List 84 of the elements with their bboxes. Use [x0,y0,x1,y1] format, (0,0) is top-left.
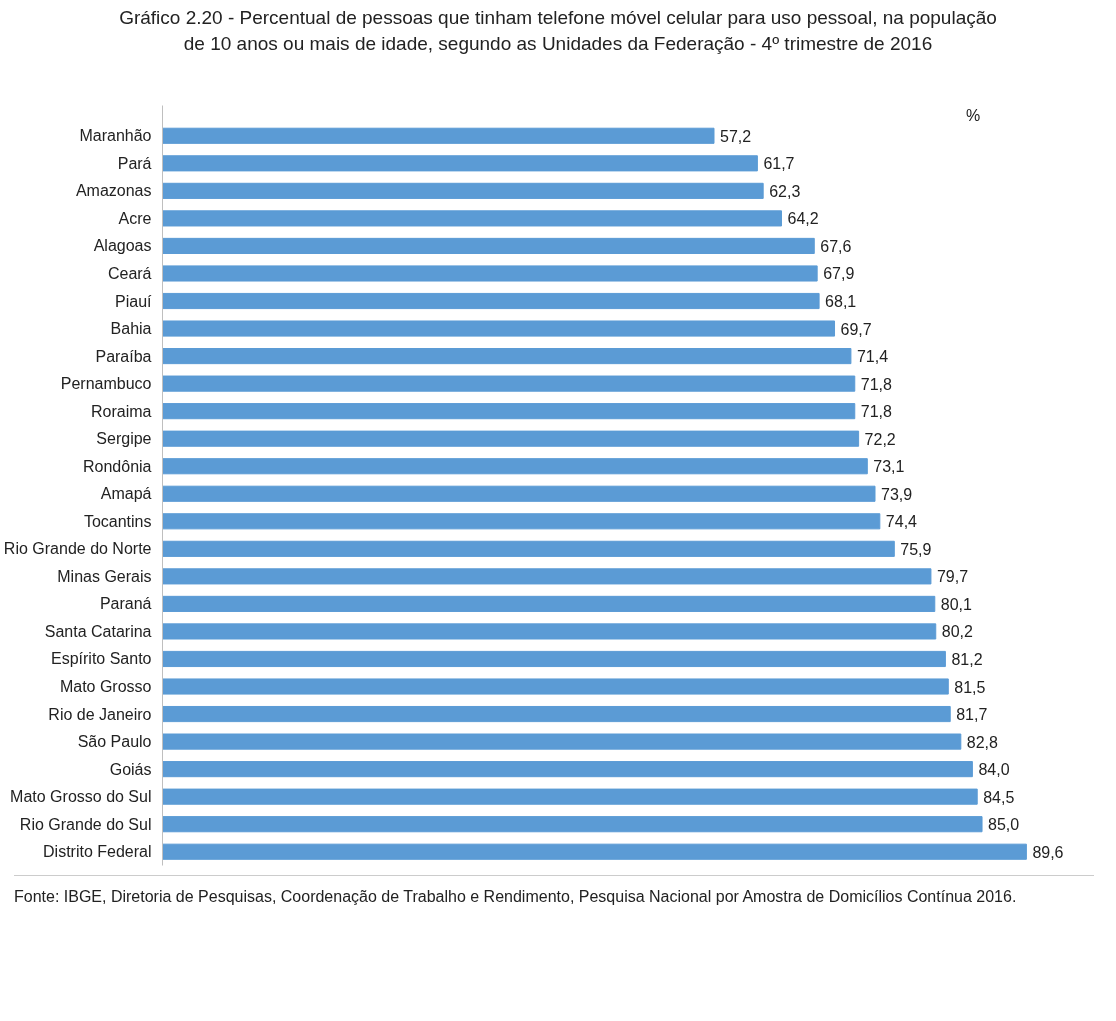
y-tick-label: Tocantins [83,512,152,530]
data-label: 84,5 [983,788,1015,806]
y-tick-label: Acre [118,209,152,227]
annotation: % [965,106,981,124]
bar [162,237,815,255]
y-tick-label: Amazonas [75,182,152,200]
bar [162,210,782,227]
data-label: 72,2 [864,430,896,448]
bar [162,403,856,420]
bar [162,788,978,805]
data-label: 81,5 [954,678,986,696]
bar [162,540,895,557]
bar [162,320,836,337]
bar [162,733,962,750]
data-label: 69,7 [840,320,872,338]
data-label: 73,1 [873,458,905,476]
bar [162,265,818,282]
y-tick-label: Rio Grande do Norte [3,540,152,558]
data-label: 61,7 [763,155,795,173]
data-label: 67,9 [823,265,855,283]
bar [162,127,715,144]
y-tick-label: Mato Grosso [59,678,152,696]
source-note: Fonte: IBGE, Diretoria de Pesquisas, Coordenação de Trabalho e Rendimento, Pesquisa Nacional por Amostra de Domicílios Contínua 2016. [14,887,1017,907]
bar [162,595,936,612]
y-tick-label: Bahia [110,320,152,338]
y-tick-label: Mato Grosso do Sul [10,788,152,806]
data-label: 71,8 [860,375,893,393]
data-label: 82,8 [966,733,999,751]
y-tick-label: Goiás [109,760,152,778]
data-label: 80,2 [941,623,973,641]
bar [162,485,876,502]
y-tick-label: Minas Gerais [57,567,152,585]
bar [162,458,868,475]
bar [162,430,860,447]
data-label: 80,1 [940,595,973,613]
data-label: 57,2 [720,127,752,145]
y-tick-label: Rondônia [83,457,152,475]
bar [162,678,949,695]
data-label: 74,4 [885,513,918,531]
data-label: 67,6 [820,237,852,255]
data-label: 79,7 [936,568,969,586]
y-tick-label: Paraná [99,595,152,613]
data-label: 62,3 [769,182,801,200]
bar [162,650,946,668]
data-label: 68,1 [825,293,857,311]
bar [162,816,983,833]
y-tick-label: Rio de Janeiro [48,705,152,723]
y-tick-label: Rio Grande do Sul [19,815,152,833]
y-tick-label: Alagoas [93,237,152,255]
bar [162,623,937,640]
bar [162,182,764,199]
y-tick-label: Paraíba [95,347,152,365]
data-label: 75,9 [900,540,932,558]
data-label: 71,4 [856,348,889,366]
y-tick-label: Sergipe [96,430,152,448]
y-tick-label: Amapá [100,485,152,503]
data-label: 81,2 [951,650,983,668]
data-label: 64,2 [787,210,819,228]
y-tick-label: Espírito Santo [51,650,152,668]
data-label: 81,7 [956,706,988,724]
y-tick-label: Ceará [107,264,152,282]
y-tick-label: Distrito Federal [43,843,152,861]
bar [162,513,881,530]
bar [162,568,932,585]
y-tick-label: Maranhão [79,127,152,145]
data-label: 84,0 [978,761,1010,779]
bar [162,761,973,778]
data-label: 71,8 [860,403,893,421]
data-label: 73,9 [881,485,913,503]
y-tick-label: São Paulo [77,733,152,751]
bar [162,705,951,723]
y-tick-label: Pernambuco [60,375,152,393]
y-tick-label: Pará [117,154,152,172]
bar [162,292,820,310]
y-tick-label: Roraima [91,402,152,420]
bar [162,155,758,172]
bar [162,375,856,392]
bar [162,348,852,365]
chart-title: Gráfico 2.20 - Percentual de pessoas que tinham telefone móvel celular para uso pessoal, na população de 10 anos ou mais de idade, segundo as Unidades da Federação - 4º trimestre de 2016 [118,6,998,56]
bar [162,843,1027,860]
data-label: 89,6 [1032,843,1064,861]
y-tick-label: Piauí [115,292,153,310]
y-tick-label: Santa Catarina [44,622,152,640]
data-label: 85,0 [988,816,1020,834]
